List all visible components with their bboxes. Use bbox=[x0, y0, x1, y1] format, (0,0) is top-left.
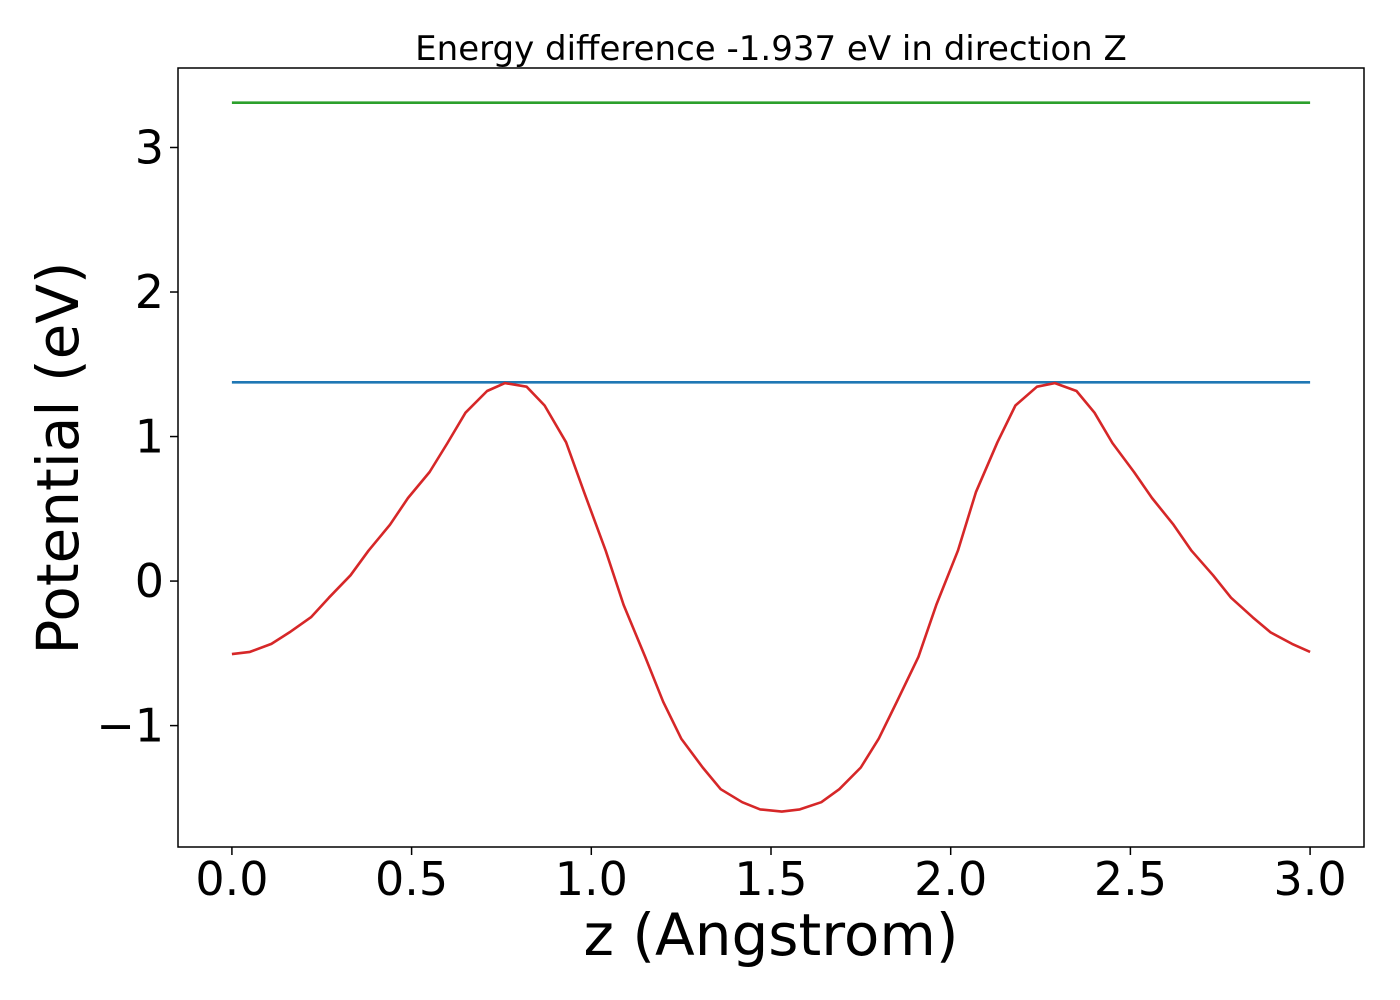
y-tick-label: −1 bbox=[96, 699, 164, 753]
y-tick-label: 3 bbox=[135, 120, 164, 174]
x-tick-label: 1.0 bbox=[555, 852, 628, 906]
y-tick-label: 2 bbox=[135, 265, 164, 319]
x-tick-label: 2.0 bbox=[914, 852, 987, 906]
series-line-3 bbox=[231, 381, 1311, 813]
series-layer bbox=[231, 101, 1311, 813]
y-tick-label: 0 bbox=[135, 554, 164, 608]
x-tick-label: 1.5 bbox=[734, 852, 807, 906]
y-tick-label: 1 bbox=[135, 410, 164, 464]
x-tick-label: 0.0 bbox=[195, 852, 268, 906]
y-axis-ticks: −1 0 1 2 3 bbox=[96, 120, 178, 753]
chart-title: Energy difference -1.937 eV in direction… bbox=[415, 29, 1127, 69]
y-axis-label: Potential (eV) bbox=[24, 261, 92, 654]
x-tick-label: 2.5 bbox=[1094, 852, 1167, 906]
x-axis-ticks: 0.0 0.5 1.0 1.5 2.0 2.5 3.0 bbox=[195, 847, 1347, 906]
x-tick-label: 3.0 bbox=[1274, 852, 1347, 906]
x-axis-label: z (Angstrom) bbox=[584, 901, 959, 969]
x-tick-label: 0.5 bbox=[375, 852, 448, 906]
